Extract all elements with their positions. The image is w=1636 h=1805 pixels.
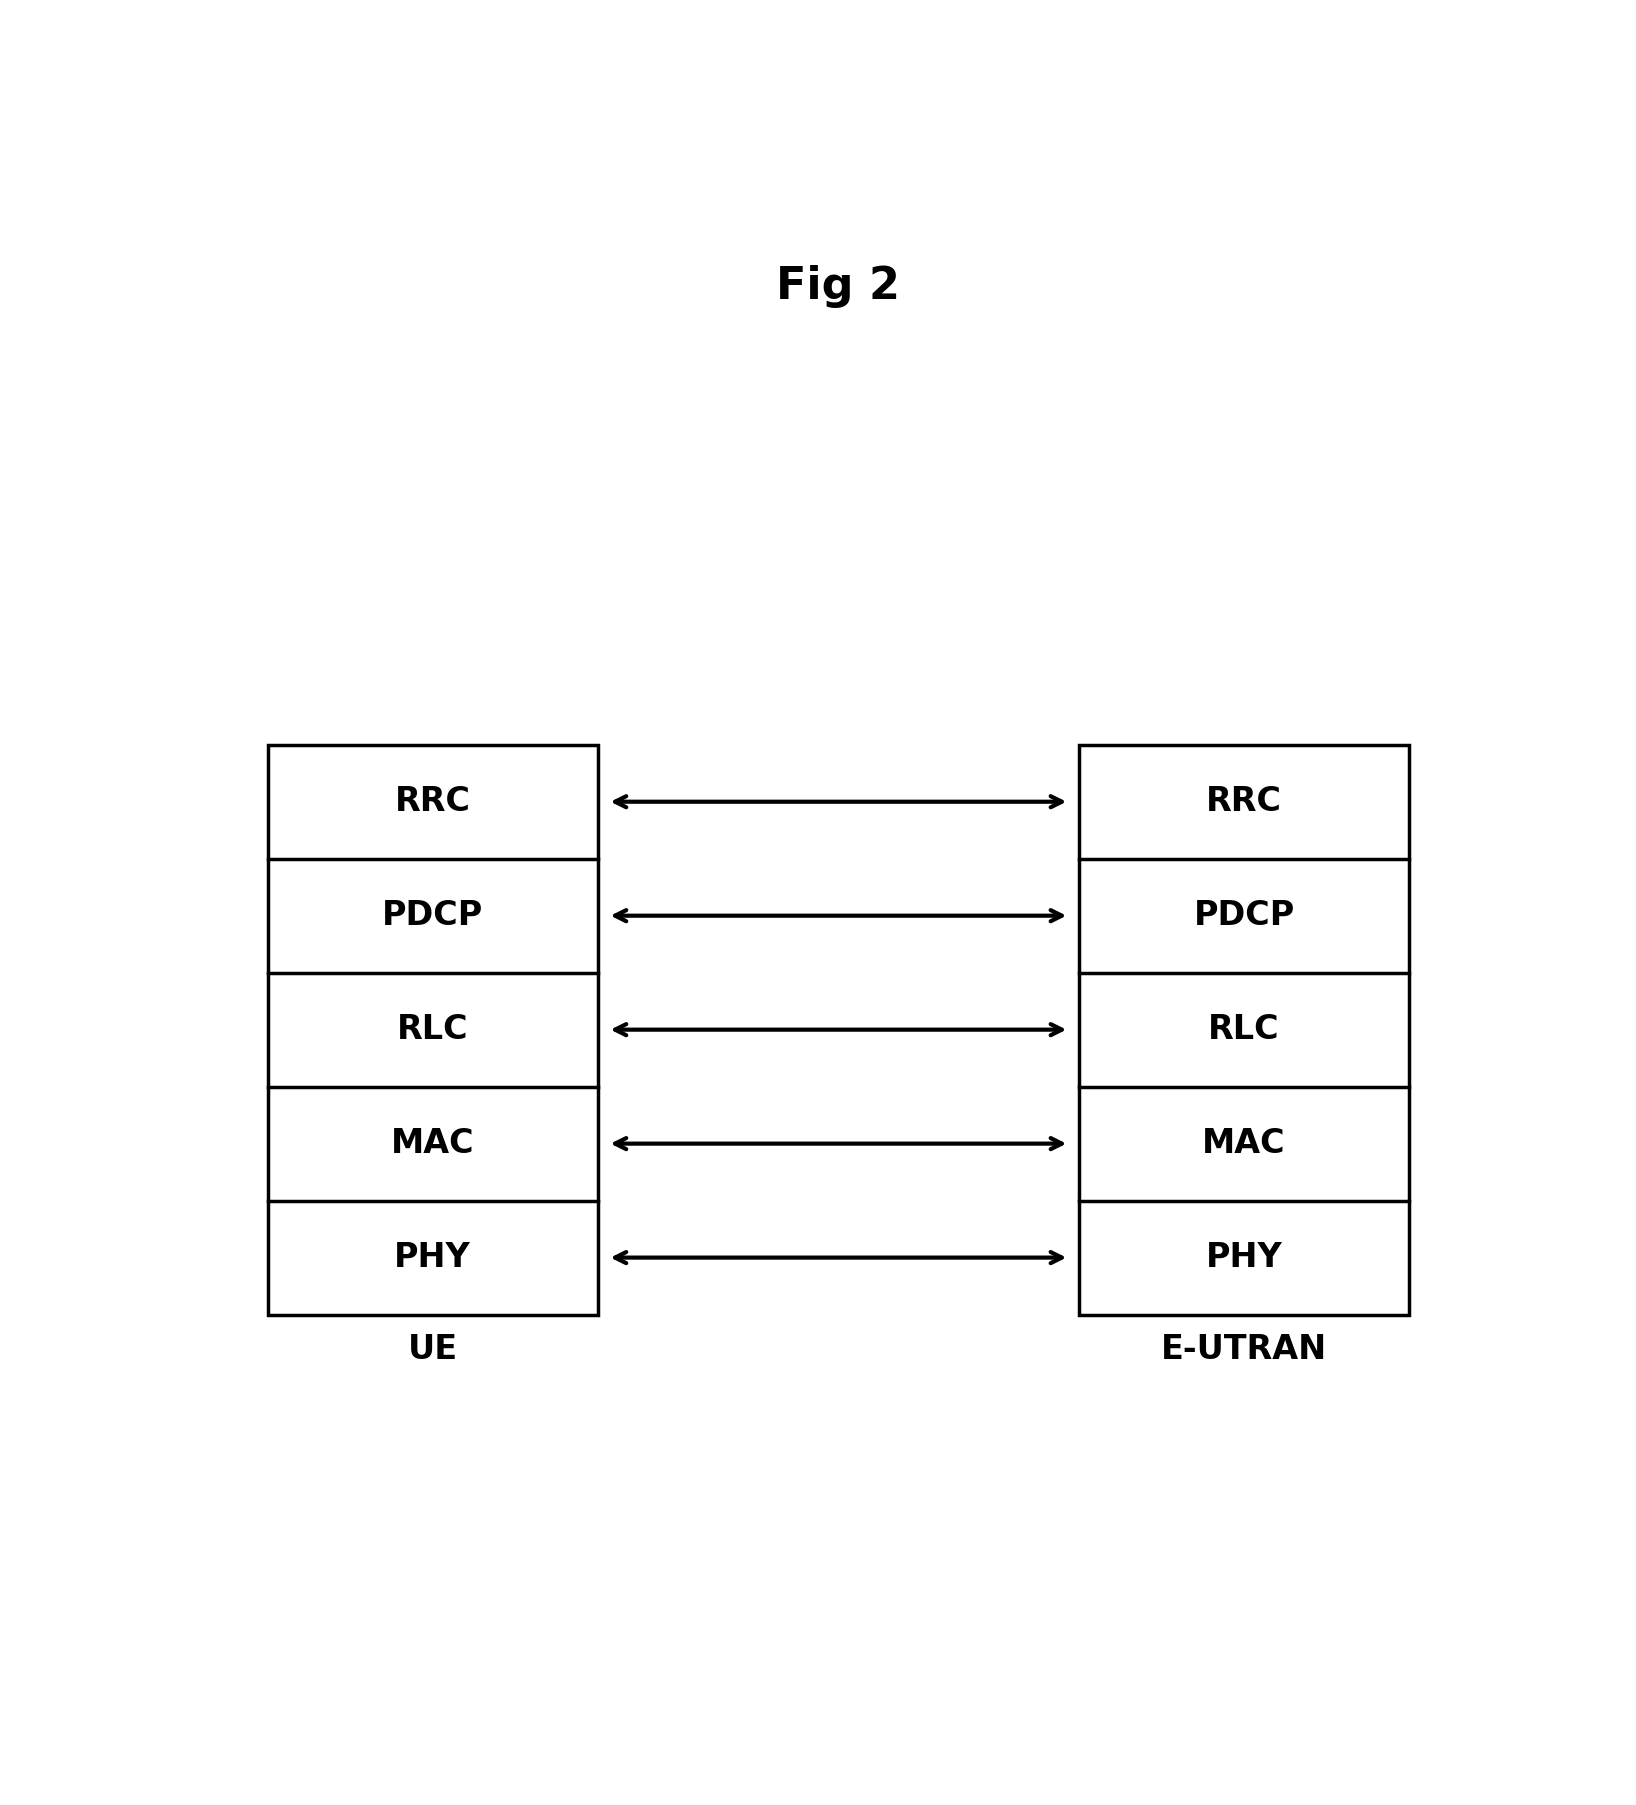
Text: UE: UE [407, 1332, 458, 1366]
Text: PDCP: PDCP [383, 899, 483, 931]
Text: E-UTRAN: E-UTRAN [1162, 1332, 1327, 1366]
Text: PHY: PHY [1206, 1242, 1283, 1274]
Text: RRC: RRC [394, 785, 471, 818]
Bar [1080, 745, 1409, 1314]
Text: PHY: PHY [394, 1242, 471, 1274]
Text: RLC: RLC [1209, 1013, 1279, 1047]
Bar [268, 745, 597, 1314]
Text: MAC: MAC [1202, 1126, 1286, 1161]
Text: PDCP: PDCP [1194, 899, 1294, 931]
Text: RRC: RRC [1206, 785, 1283, 818]
Text: MAC: MAC [391, 1126, 474, 1161]
Text: RLC: RLC [398, 1013, 468, 1047]
Text: Fig 2: Fig 2 [777, 265, 900, 307]
